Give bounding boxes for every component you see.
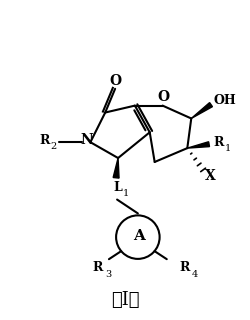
Text: （I）: （I） [111, 292, 139, 309]
Text: R: R [180, 260, 190, 274]
Text: R: R [40, 134, 50, 147]
Polygon shape [113, 158, 119, 178]
Text: 1: 1 [123, 189, 129, 198]
Polygon shape [191, 103, 212, 118]
Text: O: O [109, 74, 121, 88]
Text: OH: OH [214, 94, 236, 107]
Text: 1: 1 [225, 144, 231, 153]
Text: X: X [205, 169, 216, 183]
Text: R: R [93, 260, 103, 274]
Text: A: A [133, 229, 145, 243]
Text: O: O [158, 90, 170, 104]
Text: N: N [80, 133, 93, 147]
Text: R: R [214, 136, 224, 149]
Text: 3: 3 [105, 269, 111, 278]
Text: 4: 4 [191, 269, 198, 278]
Text: 2: 2 [51, 142, 57, 151]
Polygon shape [187, 142, 210, 148]
Text: L: L [114, 181, 122, 194]
